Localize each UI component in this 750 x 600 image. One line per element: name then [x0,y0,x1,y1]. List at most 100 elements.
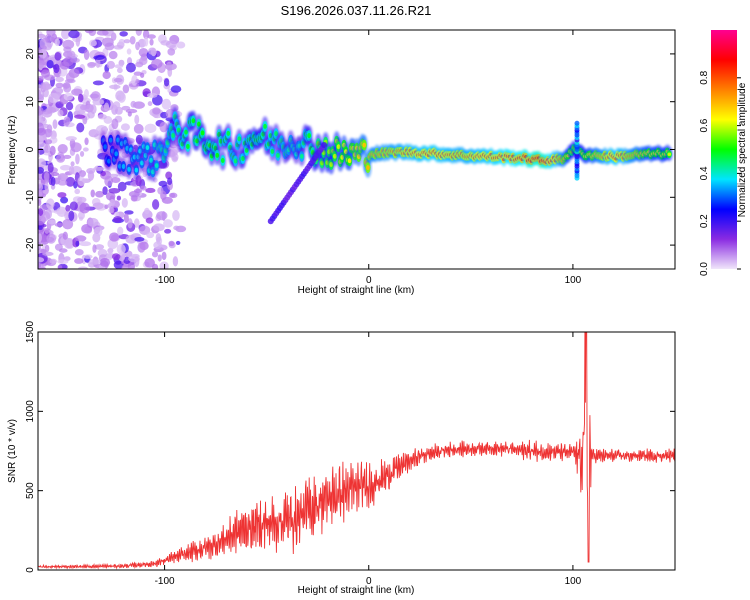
heatmap-cell [116,243,126,255]
heatmap-cell [68,30,80,39]
heatmap-y-tick-label: 0 [25,146,36,152]
heatmap-cell [38,63,44,69]
heatmap-cell [38,225,43,231]
heatmap-cell [99,257,111,267]
heatmap-cell [46,233,57,244]
heatmap-cell [144,207,150,215]
heatmap-cell [78,211,85,220]
heatmap-cell [57,192,67,198]
heatmap-cell [93,166,105,171]
heatmap-cell [38,75,44,81]
heatmap-cell [74,258,84,264]
heatmap-cell [168,240,175,247]
heatmap-cell [127,261,136,269]
heatmap-cell [163,219,173,228]
heatmap-cell [97,113,107,120]
heatmap-cell [108,173,119,178]
heatmap-cell [85,104,94,113]
heatmap-cell [63,92,74,101]
heatmap-cell [49,258,57,264]
heatmap-cell [165,171,173,180]
heatmap-cell [38,199,42,206]
snr-y-tick-label: 0 [25,567,36,573]
heatmap-cell [47,219,56,225]
colorbar: 0.0 0.2 0.4 0.6 0.8 Normalized spectral ampl… [699,30,748,276]
heatmap-cell [46,30,56,37]
heatmap-cell [92,80,104,86]
heatmap-cell [134,236,145,242]
heatmap-cell [64,237,73,249]
heatmap-cell [40,248,47,254]
heatmap-cell [50,176,56,187]
heatmap-cell [62,218,74,230]
colorbar-tick-label: 0.0 [699,262,710,276]
heatmap-cell [65,136,77,141]
heatmap-cell [80,104,88,111]
heatmap-cell [108,50,118,60]
heatmap-cell [38,122,45,134]
heatmap-cell [127,111,132,117]
heatmap-cell [237,136,242,142]
heatmap-cell [125,62,136,73]
heatmap-cell [63,116,71,126]
heatmap-cell [63,83,72,93]
heatmap-cell [112,101,121,109]
heatmap-cell [92,98,105,106]
heatmap-cell [263,123,267,129]
heatmap-x-tick-label: 100 [565,275,582,286]
heatmap-cell [270,148,275,154]
heatmap-cell [54,222,64,227]
heatmap-cell [62,231,68,240]
heatmap-cell [159,121,168,133]
heatmap-cell [107,247,114,254]
heatmap-cell [38,158,47,168]
heatmap-cell [164,228,172,234]
heatmap-cell [57,143,68,154]
heatmap-cell [116,195,122,201]
heatmap-cell [135,30,142,36]
heatmap-cell [154,163,159,169]
heatmap-cell [70,142,82,153]
heatmap-cell [64,210,69,220]
heatmap-cell [56,154,66,163]
heatmap-cell [137,242,146,253]
heatmap-cell [109,232,120,242]
heatmap-cell [53,63,60,74]
heatmap-cell [170,85,182,93]
heatmap-cell [176,41,186,49]
heatmap-cell [152,199,160,210]
heatmap-cell [129,35,136,45]
heatmap-cell [191,118,196,124]
heatmap-cell [42,81,51,91]
heatmap-cell [134,167,139,173]
heatmap-cell [233,158,238,164]
colorbar-tick-label: 0.4 [699,166,710,180]
heatmap-cell [84,137,89,146]
heatmap-cell [83,49,90,61]
heatmap-cell [54,52,62,61]
heatmap-cell [126,48,132,55]
heatmap-cell [133,218,140,228]
heatmap-cell [127,166,131,172]
heatmap-cell [108,207,115,214]
heatmap-cell [171,132,175,138]
heatmap-cell [156,211,168,221]
heatmap-cell [157,186,164,195]
colorbar-tick-label: 0.8 [699,70,710,84]
heatmap-cell [77,176,86,187]
heatmap-cell [54,38,60,47]
heatmap-cell [172,155,178,161]
heatmap-cell [75,235,87,242]
heatmap-cell [84,89,89,99]
heatmap-cell [108,187,121,194]
heatmap-cell [215,152,220,158]
heatmap-cell [321,141,328,148]
heatmap-cell [125,234,137,244]
heatmap-cell [46,60,54,69]
heatmap-cell [307,133,311,139]
heatmap-cell [57,179,68,186]
heatmap-cell [172,209,180,221]
colorbar-bar [711,30,737,269]
heatmap-cell [38,166,45,174]
